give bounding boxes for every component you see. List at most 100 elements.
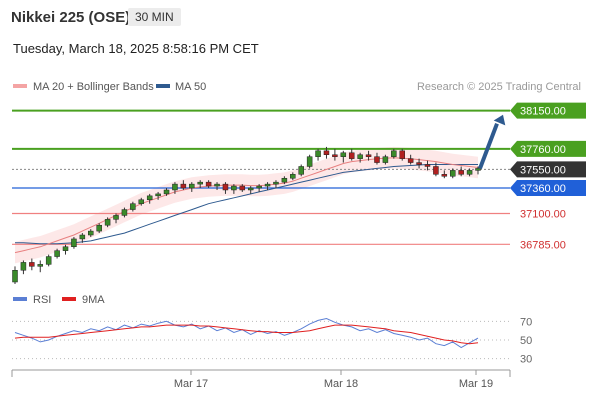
candle xyxy=(416,158,422,169)
candle xyxy=(130,201,136,212)
rsi-legend: RSI 9MA xyxy=(13,294,105,306)
candle xyxy=(222,182,229,194)
candle xyxy=(29,258,35,271)
candle xyxy=(323,146,330,159)
candle xyxy=(264,182,271,190)
candle-body xyxy=(121,209,128,216)
rsi-tick-label: 50 xyxy=(520,335,532,347)
rsi-line xyxy=(14,317,479,349)
timestamp: Tuesday, March 18, 2025 8:58:16 PM CET xyxy=(13,41,259,56)
candle-body xyxy=(138,199,145,204)
candle-body xyxy=(214,183,220,187)
rsi-ma-legend-label: 9MA xyxy=(82,294,105,306)
timeframe-badge[interactable]: 30 MIN xyxy=(128,8,181,26)
candle xyxy=(88,229,94,237)
candle xyxy=(466,168,473,177)
candle-body xyxy=(172,183,178,191)
rsi-tick-label: 30 xyxy=(520,354,532,366)
candle-body xyxy=(273,181,279,185)
candle xyxy=(96,223,102,234)
rsi-ma-legend-swatch xyxy=(62,297,76,301)
candle xyxy=(365,150,372,161)
candle xyxy=(348,148,355,161)
candle-body xyxy=(306,156,313,167)
level-label-current: 37550.00 xyxy=(520,164,566,176)
candle-body xyxy=(348,152,355,159)
candle-body xyxy=(79,234,86,240)
level-labels: 38150.00 37760.00 37550.00 37360.00 37100.00… xyxy=(510,102,586,251)
candle xyxy=(475,166,481,175)
candle-body xyxy=(96,224,102,232)
candle-body xyxy=(340,152,347,157)
candle-body xyxy=(399,150,405,159)
ma50-legend-label: MA 50 xyxy=(175,81,206,93)
candle-body xyxy=(71,238,77,248)
x-tick-label: Mar 19 xyxy=(459,378,493,390)
candle-body xyxy=(256,185,262,189)
candle xyxy=(298,164,304,177)
candle xyxy=(458,166,464,177)
candle-body xyxy=(298,166,304,175)
candle xyxy=(391,148,397,159)
candle xyxy=(449,168,456,179)
candle xyxy=(332,148,338,161)
candle-body xyxy=(197,181,203,185)
rsi-ma-line xyxy=(14,324,479,345)
candle xyxy=(290,172,296,181)
candle-body xyxy=(458,170,464,175)
candle xyxy=(163,188,170,196)
bollinger-fill xyxy=(15,146,478,264)
candle xyxy=(180,180,187,190)
candle xyxy=(197,180,203,189)
level-tag-current xyxy=(510,161,586,178)
candle-body xyxy=(264,183,271,187)
level-label-support: 37100.00 xyxy=(520,208,566,220)
candle-body xyxy=(62,246,69,251)
ma50-legend-swatch xyxy=(156,84,170,88)
x-axis: Mar 17 Mar 18 Mar 19 xyxy=(11,369,511,390)
x-tick-label: Mar 18 xyxy=(324,378,358,390)
candle xyxy=(340,150,347,163)
candle xyxy=(172,182,178,194)
candle-body xyxy=(391,150,397,157)
candle xyxy=(273,180,279,189)
price-levels xyxy=(12,109,510,245)
rsi-tick-label: 70 xyxy=(520,316,532,328)
candle xyxy=(189,182,195,192)
candle xyxy=(138,197,145,206)
instrument-title: Nikkei 225 (OSE) xyxy=(11,9,131,26)
candle xyxy=(424,160,431,171)
candle xyxy=(247,186,254,194)
candle xyxy=(104,217,111,228)
ma20-legend-swatch xyxy=(13,84,27,88)
candle-body xyxy=(189,183,195,189)
candle-body xyxy=(424,164,431,167)
level-label-pivot: 37360.00 xyxy=(520,183,566,195)
candle-body xyxy=(416,162,422,165)
x-tick-label: Mar 17 xyxy=(174,378,208,390)
candle xyxy=(382,154,389,165)
candle-body xyxy=(130,203,136,210)
level-tag-resistance xyxy=(510,102,586,119)
candle-body xyxy=(54,250,60,257)
forecast-arrow xyxy=(478,114,506,170)
candle-body xyxy=(239,185,246,191)
candle-body xyxy=(281,177,288,183)
candle xyxy=(214,182,220,190)
candle-body xyxy=(357,154,363,159)
candle-body xyxy=(155,193,161,197)
level-label-resistance: 38150.00 xyxy=(520,106,566,118)
candle xyxy=(433,162,439,177)
candle xyxy=(155,191,161,200)
level-tag-pivot xyxy=(510,180,586,197)
candle xyxy=(71,236,77,249)
candle xyxy=(407,154,414,165)
candle xyxy=(121,207,128,218)
candle xyxy=(441,170,448,179)
candles xyxy=(12,146,481,284)
candle-body xyxy=(231,185,237,191)
candle-body xyxy=(12,270,18,283)
forecast-arrow-head xyxy=(493,114,506,126)
bollinger-bands xyxy=(15,146,478,264)
